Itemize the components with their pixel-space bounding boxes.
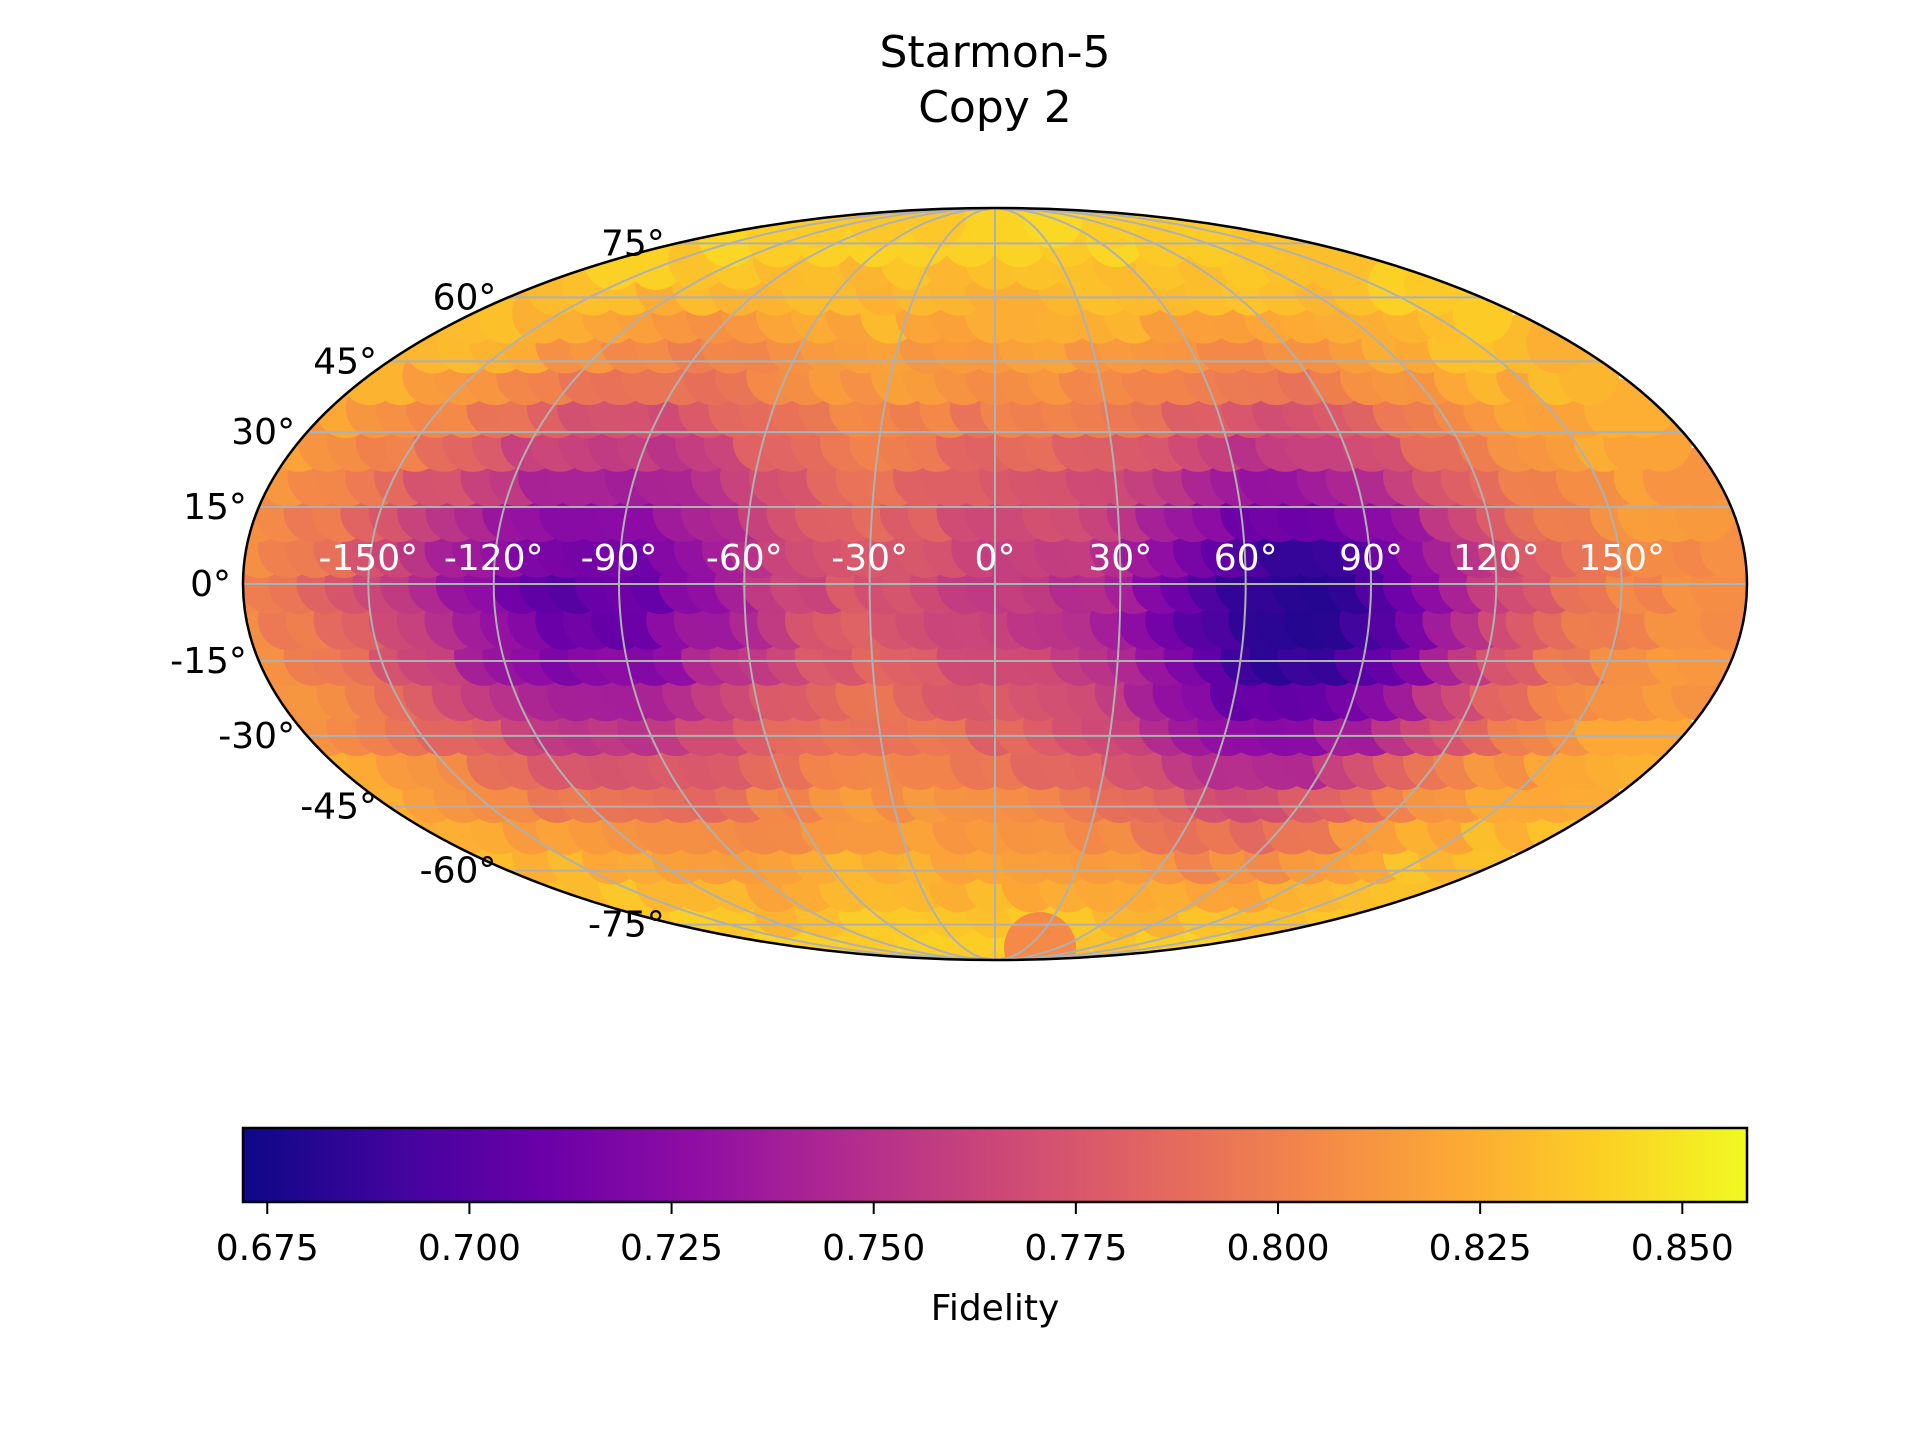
longitude-tick-label: -120° [444,538,544,579]
colorbar-gradient [241,1126,1749,1204]
longitude-tick-label: -90° [581,538,658,579]
latitude-tick-label: -60° [420,851,497,892]
colorbar-tick-label: 0.675 [216,1228,319,1269]
fidelity-patch [1614,378,1675,438]
longitude-tick-label: 0° [975,538,1016,579]
latitude-tick-label: -15° [170,641,247,682]
fidelity-patches [243,208,1747,960]
longitude-tick-label: 90° [1339,538,1403,579]
longitude-tick-label: 60° [1214,538,1278,579]
colorbar-tick-label: 0.750 [822,1228,925,1269]
longitude-tick-label: 150° [1578,538,1665,579]
latitude-tick-labels: 75° 60° 45° 30° 15° 0° -15° -30°-45° -60° -75° [170,223,665,945]
latitude-tick-label: 45° [313,341,377,382]
longitude-tick-label: -30° [831,538,908,579]
latitude-tick-label: 0° [190,564,231,605]
chart-title-line-1: Starmon-5 [880,27,1111,78]
latitude-tick-label: 30° [231,412,295,453]
colorbar-label: Fidelity [931,1288,1060,1329]
fidelity-patch [1004,912,1076,960]
latitude-tick-label: 60° [433,277,497,318]
latitude-tick-label: 75° [601,223,665,264]
colorbar-tick-label: 0.800 [1226,1228,1329,1269]
colorbar-tick-label: 0.725 [620,1228,723,1269]
latitude-tick-label: -45° [300,787,377,828]
colorbar-ticks: 0.675 0.700 0.725 0.750 0.775 0.800 0.825 0.850 [216,1202,1734,1269]
mollweide-map: -150° -120° -90° -60° -30° 0° 30° 60° 90° 120° 150… [170,206,1749,962]
longitude-tick-label: -60° [706,538,783,579]
map-gridlines [243,208,1747,960]
longitude-tick-labels: -150° -120° -90° -60° -30° 0° 30° 60° 90° 120° 150… [318,538,1665,579]
colorbar-tick-label: 0.700 [418,1228,521,1269]
fidelity-patch [1134,208,1195,268]
colorbar: 0.675 0.700 0.725 0.750 0.775 0.800 0.825 0.850… [216,1126,1749,1329]
colorbar-tick-label: 0.775 [1024,1228,1127,1269]
latitude-tick-label: 15° [183,487,247,528]
longitude-tick-label: -150° [318,538,418,579]
latitude-tick-label: -75° [588,905,665,946]
latitude-tick-label: -30° [218,716,295,757]
map-boundary [241,206,1749,962]
colorbar-tick-label: 0.825 [1429,1228,1532,1269]
chart-title-line-2: Copy 2 [918,82,1072,133]
colorbar-tick-label: 0.850 [1631,1228,1734,1269]
longitude-tick-label: 120° [1453,538,1540,579]
longitude-tick-label: 30° [1088,538,1152,579]
